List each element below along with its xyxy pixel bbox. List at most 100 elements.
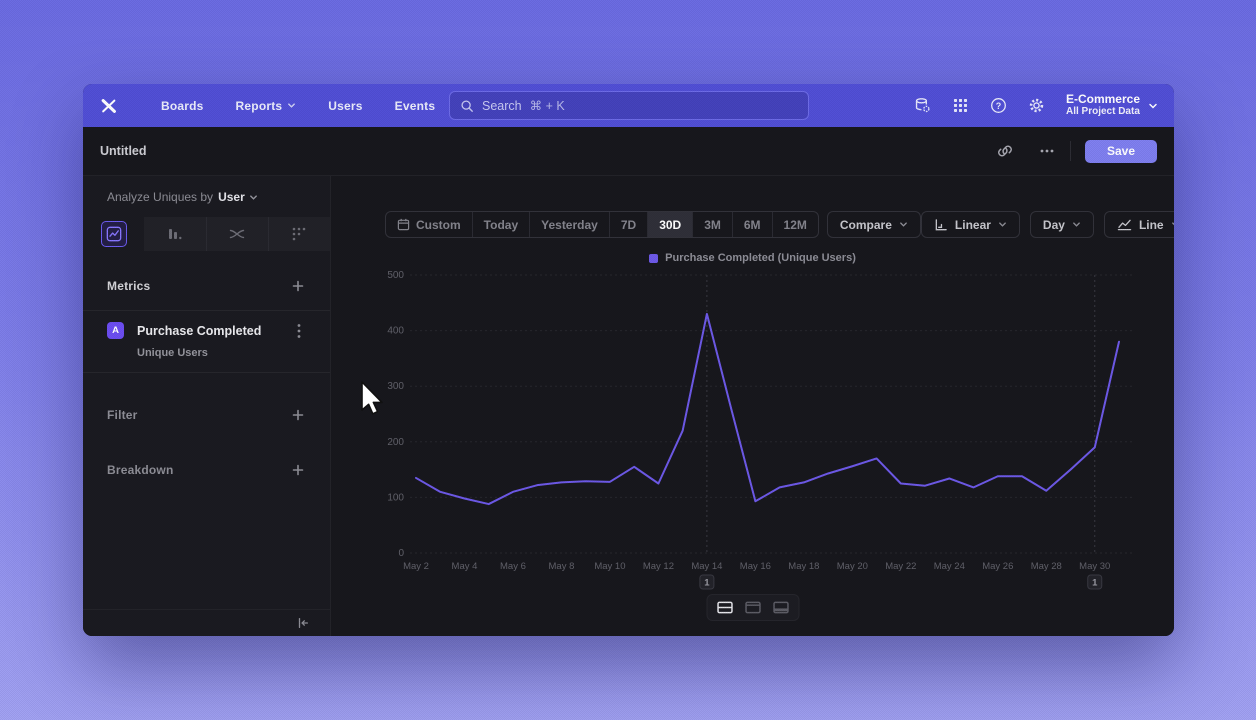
nav-item-users[interactable]: Users <box>312 99 378 113</box>
range-today[interactable]: Today <box>473 212 531 237</box>
collapse-sidebar-icon[interactable] <box>296 616 310 630</box>
breakdown-label: Breakdown <box>107 463 174 477</box>
x-tick-label: May 28 <box>1031 561 1062 572</box>
annotation-badge[interactable] <box>699 574 715 590</box>
nav-item-label: Events <box>394 98 436 113</box>
search-shortcut: ⌘ + K <box>529 99 565 113</box>
apps-grid-icon[interactable] <box>952 97 970 115</box>
layout-toggle-group <box>706 594 799 621</box>
chart-type-dropdown[interactable]: Line <box>1103 211 1174 238</box>
chevron-down-icon <box>999 222 1006 227</box>
date-range-picker: Custom Today Yesterday 7D 30D 3M 6M 12M <box>385 211 819 238</box>
nav-item-reports[interactable]: Reports <box>220 99 313 113</box>
nav-item-label: Users <box>328 98 363 113</box>
save-button[interactable]: Save <box>1085 139 1157 163</box>
range-30d[interactable]: 30D <box>648 212 694 237</box>
metrics-section-header: Metrics <box>83 278 330 294</box>
project-selector[interactable]: E-Commerce All Project Data <box>1066 93 1158 118</box>
nav-item-boards[interactable]: Boards <box>145 99 220 113</box>
settings-gear-icon[interactable] <box>1028 97 1046 115</box>
search-icon <box>461 99 473 112</box>
add-metric-button[interactable] <box>290 278 306 294</box>
x-tick-label: May 10 <box>594 561 625 572</box>
layout-split-icon[interactable] <box>715 600 734 615</box>
nav-item-label: Boards <box>161 98 204 113</box>
mixpanel-logo-icon[interactable] <box>99 96 119 116</box>
chevron-down-icon <box>288 103 296 108</box>
x-tick-label: May 2 <box>403 561 429 572</box>
analyze-entity-dropdown[interactable]: User <box>218 190 258 204</box>
retention-dots-icon <box>293 227 306 241</box>
project-subtitle: All Project Data <box>1065 106 1140 117</box>
compare-button[interactable]: Compare <box>826 211 921 238</box>
analyze-row: Analyze Uniques by User <box>83 176 330 204</box>
range-custom[interactable]: Custom <box>386 212 473 237</box>
chevron-down-icon <box>1149 103 1157 109</box>
nav-item-events[interactable]: Events <box>379 99 452 113</box>
data-icon[interactable] <box>914 97 932 115</box>
compare-label: Compare <box>839 217 892 232</box>
chart-controls: Custom Today Yesterday 7D 30D 3M 6M 12M … <box>385 211 1174 238</box>
x-tick-label: May 26 <box>982 561 1013 572</box>
range-label: 3M <box>704 217 721 232</box>
x-tick-label: May 22 <box>885 561 916 572</box>
x-tick-label: May 14 <box>691 561 722 572</box>
metrics-label: Metrics <box>107 279 151 293</box>
x-tick-label: May 16 <box>740 561 771 572</box>
range-12m[interactable]: 12M <box>773 212 818 237</box>
x-tick-label: May 18 <box>788 561 819 572</box>
metric-measurement[interactable]: Unique Users <box>137 347 208 359</box>
calendar-icon <box>397 218 410 231</box>
interval-dropdown[interactable]: Day <box>1029 211 1094 238</box>
report-actions: Save <box>996 139 1157 163</box>
line-chart-icon <box>1117 219 1132 231</box>
chevron-down-icon <box>1171 222 1174 226</box>
tab-retention[interactable] <box>267 217 330 251</box>
range-yesterday[interactable]: Yesterday <box>530 212 610 237</box>
layout-table-icon[interactable] <box>771 600 790 615</box>
metric-kebab-icon[interactable] <box>292 323 306 339</box>
tab-funnels[interactable] <box>144 217 206 251</box>
insights-chart-icon <box>100 221 127 247</box>
range-6m[interactable]: 6M <box>733 212 773 237</box>
x-tick-label: May 4 <box>452 561 478 572</box>
filter-label: Filter <box>107 408 138 422</box>
metric-badge: A <box>107 322 124 339</box>
chart-legend: Purchase Completed (Unique Users) <box>331 252 1174 264</box>
project-name: E-Commerce <box>1065 92 1140 106</box>
nav-right: ? E-Commerce All Project Data <box>914 84 1174 127</box>
tab-insights[interactable] <box>83 217 144 251</box>
query-sidebar: Analyze Uniques by User <box>83 176 331 636</box>
divider <box>1070 141 1071 161</box>
annotation-badge[interactable] <box>1087 574 1103 590</box>
help-icon[interactable]: ? <box>990 97 1008 115</box>
layout-chart-icon[interactable] <box>743 600 762 615</box>
link-icon[interactable] <box>996 142 1014 160</box>
y-tick-label: 500 <box>387 270 404 281</box>
range-7d[interactable]: 7D <box>610 212 649 237</box>
more-ellipsis-icon[interactable] <box>1038 142 1056 160</box>
add-filter-button[interactable] <box>290 407 306 423</box>
range-3m[interactable]: 3M <box>693 212 733 237</box>
add-breakdown-button[interactable] <box>290 462 306 478</box>
x-tick-label: May 8 <box>549 561 575 572</box>
x-tick-label: May 12 <box>643 561 674 572</box>
metric-card[interactable]: A Purchase Completed Unique Users <box>83 310 330 373</box>
tab-flows[interactable] <box>205 217 268 251</box>
scale-dropdown[interactable]: Linear <box>920 211 1020 238</box>
top-nav: Boards Reports Users Events Search ⌘ + K <box>83 84 1174 127</box>
nav-menu: Boards Reports Users Events <box>145 99 451 113</box>
line-chart[interactable]: 0 100 200 300 400 500 May 2 May 4 May 6 May 8 May … <box>331 264 1173 598</box>
range-label: 30D <box>659 217 682 232</box>
annotation-count: 1 <box>704 578 710 589</box>
scale-label: Linear <box>954 217 991 232</box>
analyze-entity-value: User <box>218 190 245 204</box>
chevron-down-icon <box>1073 222 1080 227</box>
report-type-tabs <box>83 217 330 251</box>
y-tick-label: 0 <box>398 548 404 559</box>
range-label: 12M <box>783 217 807 232</box>
search-input[interactable]: Search ⌘ + K <box>449 91 809 120</box>
report-title[interactable]: Untitled <box>100 144 147 158</box>
chevron-down-icon <box>900 222 907 227</box>
range-label: 6M <box>743 217 761 232</box>
